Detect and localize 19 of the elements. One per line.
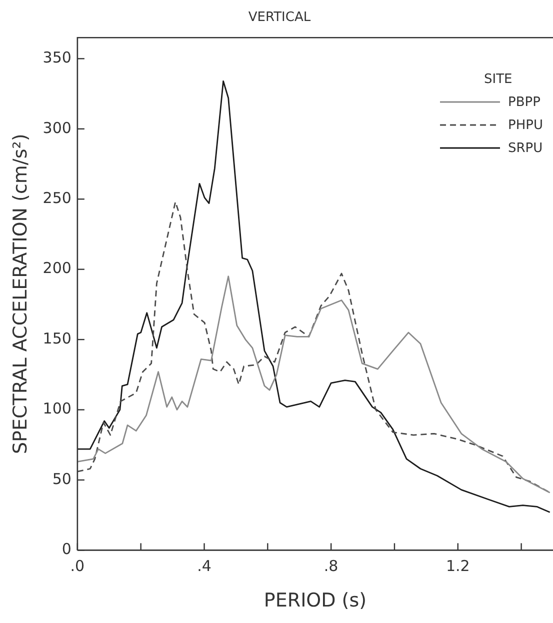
y-tick-label: 300 [42,118,72,137]
x-tick-label: .4 [197,557,212,576]
legend-label: PHPU [508,116,543,135]
legend-label: PBPP [508,94,540,112]
y-tick-label: 100 [42,400,72,418]
y-tick-label: 250 [42,188,72,207]
x-axis-title: PERIOD (s) [264,590,367,612]
y-tick-label: 200 [42,259,72,278]
y-tick-label: 150 [42,329,72,348]
chart-title: VERTICAL [248,10,312,26]
x-tick-label: .0 [70,557,85,576]
y-tick-label: 350 [42,48,72,67]
y-tick-label: 50 [52,470,72,488]
y-tick-label: 0 [62,540,72,558]
x-tick-label: 1.2 [446,557,470,576]
legend-title: SITE [483,70,514,89]
legend-label: SRPU [508,140,543,158]
x-tick-label: .8 [324,557,338,576]
y-axis-title: SPECTRAL ACCELERATION (cm/s²) [9,134,32,454]
